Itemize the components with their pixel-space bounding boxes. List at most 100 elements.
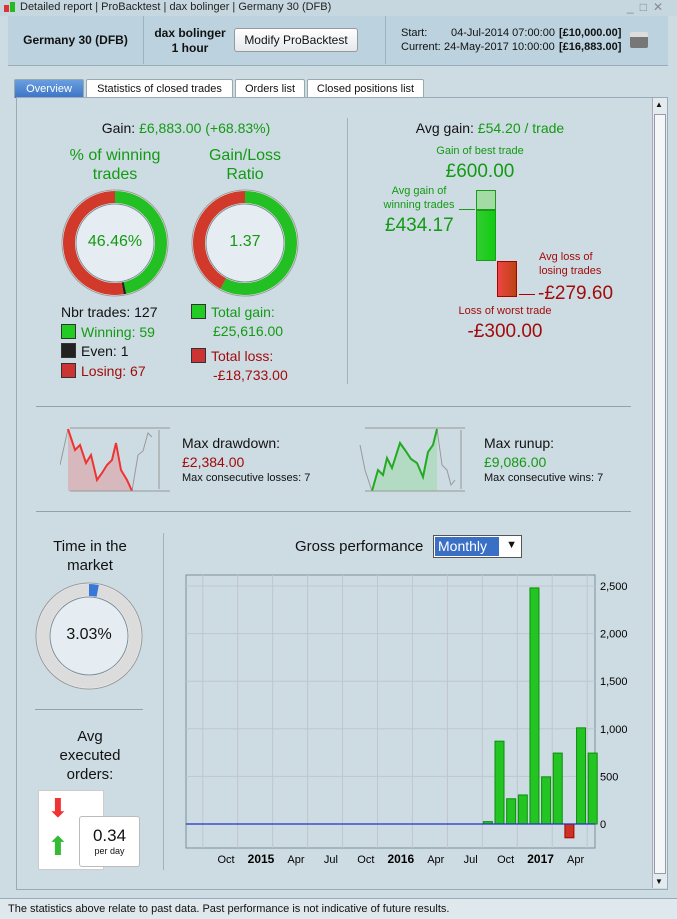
bar-jan-2017 bbox=[541, 776, 552, 825]
y-tick-label: 500 bbox=[600, 771, 618, 783]
y-tick-label: 1,000 bbox=[600, 724, 628, 736]
tab-orders-list[interactable]: Orders list bbox=[235, 79, 305, 98]
arrow-icon bbox=[459, 209, 475, 210]
ratio-title: Gain/Loss Ratio bbox=[208, 147, 282, 183]
trade-counts: Nbr trades: 127 Winning: 59 Even: 1 Losi… bbox=[61, 303, 158, 381]
gain-summary: Gain: £6,883.00 (+68.83%) bbox=[101, 120, 271, 136]
down-arrow-icon: ⬇ bbox=[47, 793, 69, 823]
start-capital: [£10,000.00] bbox=[559, 27, 622, 39]
worst-trade-value: -£300.00 bbox=[467, 321, 543, 342]
runup-sub: Max consecutive wins: 7 bbox=[484, 472, 604, 484]
tab-statistics[interactable]: Statistics of closed trades bbox=[86, 79, 233, 98]
tab-closed-positions[interactable]: Closed positions list bbox=[307, 79, 424, 98]
total-loss: -£18,733.00 bbox=[213, 367, 288, 383]
start-label: Start: bbox=[401, 27, 428, 39]
gross-performance-chart: 0 500 1,000 1,500 2,000 2,500 Oct 2015 Apr Jul Oct… bbox=[185, 574, 628, 866]
nbr-trades: Nbr trades: 127 bbox=[61, 304, 158, 320]
bar-apr-2017 bbox=[576, 727, 587, 825]
ratio-value: 1.37 bbox=[229, 233, 261, 250]
scrollbar[interactable]: ▲ ▼ bbox=[652, 98, 667, 888]
current-date: 24-May-2017 10:00:00 bbox=[444, 41, 555, 53]
orders-unit: per day bbox=[94, 846, 125, 856]
red-swatch bbox=[191, 348, 206, 363]
drawdown-sub: Max consecutive losses: 7 bbox=[182, 472, 311, 484]
time-in-market-donut bbox=[35, 582, 143, 690]
instrument-name: Germany 30 (DFB) bbox=[23, 33, 128, 47]
black-swatch bbox=[61, 343, 76, 358]
red-swatch bbox=[61, 362, 76, 378]
title-tab[interactable]: Detailed report bbox=[20, 1, 93, 13]
loss-segment bbox=[193, 191, 297, 295]
losing-segment bbox=[63, 191, 167, 295]
avg-win-label: Avg gain of winning trades bbox=[383, 185, 455, 211]
green-swatch bbox=[191, 304, 206, 319]
modify-probacktest-button[interactable]: Modify ProBacktest bbox=[234, 28, 358, 52]
drawdown-label: Max drawdown: bbox=[182, 435, 281, 451]
avg-loss-value: -£279.60 bbox=[538, 283, 614, 304]
scroll-up-icon[interactable]: ▲ bbox=[655, 100, 663, 109]
time-in-market-title: Time in the market bbox=[53, 538, 127, 574]
total-gain: £25,616.00 bbox=[213, 323, 284, 339]
avg-loss-bar bbox=[497, 261, 517, 297]
legend-losing: Losing: 67 bbox=[61, 362, 158, 382]
y-tick-label: 2,500 bbox=[600, 581, 628, 593]
drawdown-sparkline bbox=[60, 427, 170, 492]
current-label: Current: bbox=[401, 41, 441, 53]
title-tab[interactable]: Germany 30 (DFB) bbox=[238, 1, 332, 13]
worst-trade-label: Loss of worst trade bbox=[458, 305, 552, 317]
up-arrow-icon: ⬆ bbox=[47, 831, 69, 861]
runup-value: £9,086.00 bbox=[484, 454, 547, 470]
app-icon bbox=[4, 2, 16, 13]
y-tick-label: 2,000 bbox=[600, 629, 628, 641]
runup-label: Max runup: bbox=[484, 435, 555, 451]
x-tick-label: 2016 bbox=[387, 852, 414, 866]
disclaimer: The statistics above relate to past data… bbox=[0, 898, 677, 919]
best-trade-bar bbox=[476, 190, 496, 210]
x-tick-label: Jul bbox=[324, 854, 338, 866]
avg-gain: Avg gain: £54.20 / trade bbox=[415, 120, 565, 136]
title-bar: Detailed report | ProBacktest | dax boli… bbox=[0, 0, 677, 16]
winning-pct: 46.46% bbox=[87, 233, 143, 250]
tab-overview[interactable]: Overview bbox=[14, 79, 84, 98]
winning-donut bbox=[61, 189, 169, 297]
avg-loss-label: Avg loss of losing trades bbox=[539, 251, 602, 277]
x-tick-label: 2017 bbox=[527, 852, 554, 866]
window-controls[interactable]: _□✕ bbox=[627, 0, 669, 14]
x-tick-label: Oct bbox=[497, 854, 514, 866]
avg-win-bar bbox=[476, 210, 496, 261]
start-date: 04-Jul-2014 07:00:00 bbox=[451, 27, 555, 39]
orders-value: 0.34 bbox=[92, 826, 127, 845]
runup-sparkline bbox=[359, 427, 465, 492]
title-tab[interactable]: ProBacktest bbox=[101, 1, 161, 13]
bar-oct-2016 bbox=[506, 798, 517, 825]
orders-per-day-box: 0.34 per day bbox=[79, 816, 140, 867]
period-select[interactable]: Monthly ▼ bbox=[433, 535, 522, 558]
strategy-name: dax bolinger bbox=[154, 26, 226, 40]
scroll-thumb[interactable] bbox=[654, 114, 666, 874]
timeframe: 1 hour bbox=[171, 41, 209, 55]
x-tick-label: Apr bbox=[567, 854, 584, 866]
y-tick-label: 0 bbox=[600, 819, 606, 831]
print-icon[interactable] bbox=[630, 32, 648, 48]
time-in-market-value: 3.03% bbox=[66, 626, 112, 643]
y-tick-label: 1,500 bbox=[600, 676, 628, 688]
avg-win-value: £434.17 bbox=[385, 215, 454, 236]
x-tick-label: 2015 bbox=[248, 852, 275, 866]
header-bar: Germany 30 (DFB) dax bolinger 1 hour Mod… bbox=[8, 16, 668, 66]
chevron-down-icon[interactable]: ▼ bbox=[506, 539, 517, 551]
drawdown-value: £2,384.00 bbox=[182, 454, 245, 470]
bar-nov-2016 bbox=[517, 794, 528, 825]
x-tick-label: Jul bbox=[464, 854, 478, 866]
arrow-icon bbox=[519, 294, 535, 295]
avg-orders-title: Avg executed orders: bbox=[59, 728, 121, 783]
scroll-down-icon[interactable]: ▼ bbox=[655, 877, 663, 886]
green-swatch bbox=[61, 323, 76, 339]
bar-mar-2017 bbox=[564, 823, 575, 839]
time-in-market-segment bbox=[37, 584, 141, 688]
best-trade-value: £600.00 bbox=[445, 161, 515, 182]
best-trade-label: Gain of best trade bbox=[436, 145, 524, 157]
x-tick-label: Apr bbox=[287, 854, 304, 866]
bar-may-2017 bbox=[587, 752, 598, 825]
x-tick-label: Apr bbox=[427, 854, 444, 866]
title-tab[interactable]: dax bolinger bbox=[169, 1, 230, 13]
